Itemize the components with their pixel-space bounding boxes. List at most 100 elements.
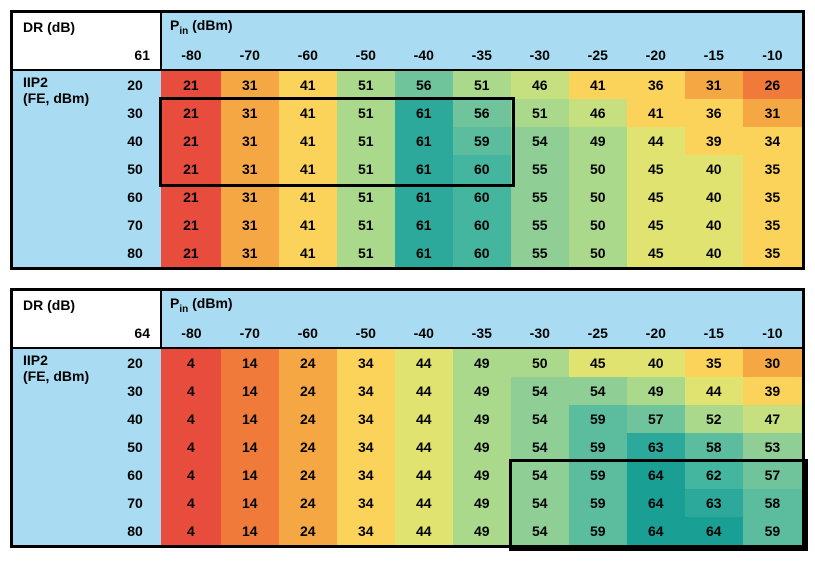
- cell-r5-c10: 58: [743, 489, 804, 517]
- cell-r0-c8: 36: [627, 70, 685, 99]
- cell-r4-c2: 24: [279, 461, 337, 489]
- cell-r5-c3: 34: [337, 489, 395, 517]
- corner-value: 64: [12, 319, 162, 348]
- cell-r0-c10: 30: [743, 348, 804, 377]
- cell-r0-c0: 21: [161, 70, 221, 99]
- cell-r2-c4: 44: [395, 405, 453, 433]
- cell-r5-c1: 31: [221, 211, 279, 239]
- cell-r5-c9: 40: [685, 211, 743, 239]
- cell-r4-c7: 59: [569, 461, 627, 489]
- cell-r0-c9: 31: [685, 70, 743, 99]
- cell-r6-c6: 55: [511, 239, 569, 269]
- pin-col--80: -80: [161, 41, 221, 70]
- cell-r5-c2: 24: [279, 489, 337, 517]
- cell-r0-c10: 26: [743, 70, 804, 99]
- pin-col--40: -40: [395, 41, 453, 70]
- cell-r2-c0: 21: [161, 127, 221, 155]
- corner-value: 61: [12, 41, 162, 70]
- cell-r4-c9: 62: [685, 461, 743, 489]
- pin-header: Pin (dBm): [161, 290, 804, 320]
- cell-r3-c1: 31: [221, 155, 279, 183]
- cell-r4-c9: 40: [685, 183, 743, 211]
- cell-r6-c7: 59: [569, 517, 627, 547]
- pin-col--10: -10: [743, 41, 804, 70]
- cell-r2-c3: 34: [337, 405, 395, 433]
- cell-r4-c10: 35: [743, 183, 804, 211]
- cell-r3-c10: 35: [743, 155, 804, 183]
- cell-r3-c0: 21: [161, 155, 221, 183]
- cell-r6-c3: 51: [337, 239, 395, 269]
- cell-r2-c3: 51: [337, 127, 395, 155]
- cell-r5-c5: 49: [453, 489, 511, 517]
- cell-r1-c7: 54: [569, 377, 627, 405]
- iip2-label: IIP2(FE, dBm): [12, 348, 110, 547]
- cell-r2-c10: 47: [743, 405, 804, 433]
- cell-r1-c10: 31: [743, 99, 804, 127]
- cell-r5-c1: 14: [221, 489, 279, 517]
- cell-r4-c8: 45: [627, 183, 685, 211]
- cell-r1-c9: 36: [685, 99, 743, 127]
- cell-r3-c5: 49: [453, 433, 511, 461]
- cell-r6-c9: 64: [685, 517, 743, 547]
- cell-r1-c5: 56: [453, 99, 511, 127]
- cell-r5-c9: 63: [685, 489, 743, 517]
- iip2-row-70: 70: [109, 489, 161, 517]
- cell-r0-c7: 45: [569, 348, 627, 377]
- cell-r2-c6: 54: [511, 127, 569, 155]
- cell-r3-c3: 51: [337, 155, 395, 183]
- cell-r4-c5: 49: [453, 461, 511, 489]
- cell-r6-c0: 4: [161, 517, 221, 547]
- cell-r2-c9: 52: [685, 405, 743, 433]
- dr-header: DR (dB): [12, 290, 162, 320]
- cell-r1-c6: 51: [511, 99, 569, 127]
- cell-r2-c4: 61: [395, 127, 453, 155]
- cell-r5-c2: 41: [279, 211, 337, 239]
- cell-r3-c3: 34: [337, 433, 395, 461]
- cell-r5-c8: 64: [627, 489, 685, 517]
- pin-col--60: -60: [279, 319, 337, 348]
- cell-r6-c6: 54: [511, 517, 569, 547]
- cell-r6-c10: 35: [743, 239, 804, 269]
- cell-r0-c1: 14: [221, 348, 279, 377]
- cell-r0-c2: 41: [279, 70, 337, 99]
- cell-r5-c5: 60: [453, 211, 511, 239]
- pin-col--10: -10: [743, 319, 804, 348]
- cell-r6-c8: 64: [627, 517, 685, 547]
- cell-r4-c4: 61: [395, 183, 453, 211]
- iip2-row-80: 80: [109, 239, 161, 269]
- iip2-row-40: 40: [109, 127, 161, 155]
- cell-r3-c9: 58: [685, 433, 743, 461]
- iip2-row-40: 40: [109, 405, 161, 433]
- cell-r6-c1: 14: [221, 517, 279, 547]
- cell-r2-c8: 44: [627, 127, 685, 155]
- cell-r2-c0: 4: [161, 405, 221, 433]
- iip2-label: IIP2(FE, dBm): [12, 70, 110, 269]
- cell-r4-c8: 64: [627, 461, 685, 489]
- cell-r0-c8: 40: [627, 348, 685, 377]
- cell-r0-c9: 35: [685, 348, 743, 377]
- cell-r0-c7: 41: [569, 70, 627, 99]
- cell-r4-c5: 60: [453, 183, 511, 211]
- cell-r2-c1: 14: [221, 405, 279, 433]
- cell-r0-c3: 51: [337, 70, 395, 99]
- cell-r6-c2: 24: [279, 517, 337, 547]
- cell-r4-c10: 57: [743, 461, 804, 489]
- pin-col--50: -50: [337, 319, 395, 348]
- iip2-row-80: 80: [109, 517, 161, 547]
- cell-r0-c5: 51: [453, 70, 511, 99]
- cell-r6-c1: 31: [221, 239, 279, 269]
- pin-col--25: -25: [569, 319, 627, 348]
- dr-header: DR (dB): [12, 12, 162, 42]
- pin-col--30: -30: [511, 319, 569, 348]
- pin-col--20: -20: [627, 319, 685, 348]
- pin-col--80: -80: [161, 319, 221, 348]
- cell-r1-c0: 4: [161, 377, 221, 405]
- pin-header: Pin (dBm): [161, 12, 804, 42]
- pin-col--40: -40: [395, 319, 453, 348]
- cell-r4-c1: 31: [221, 183, 279, 211]
- cell-r3-c7: 50: [569, 155, 627, 183]
- cell-r2-c9: 39: [685, 127, 743, 155]
- cell-r6-c4: 44: [395, 517, 453, 547]
- cell-r3-c4: 61: [395, 155, 453, 183]
- cell-r0-c6: 46: [511, 70, 569, 99]
